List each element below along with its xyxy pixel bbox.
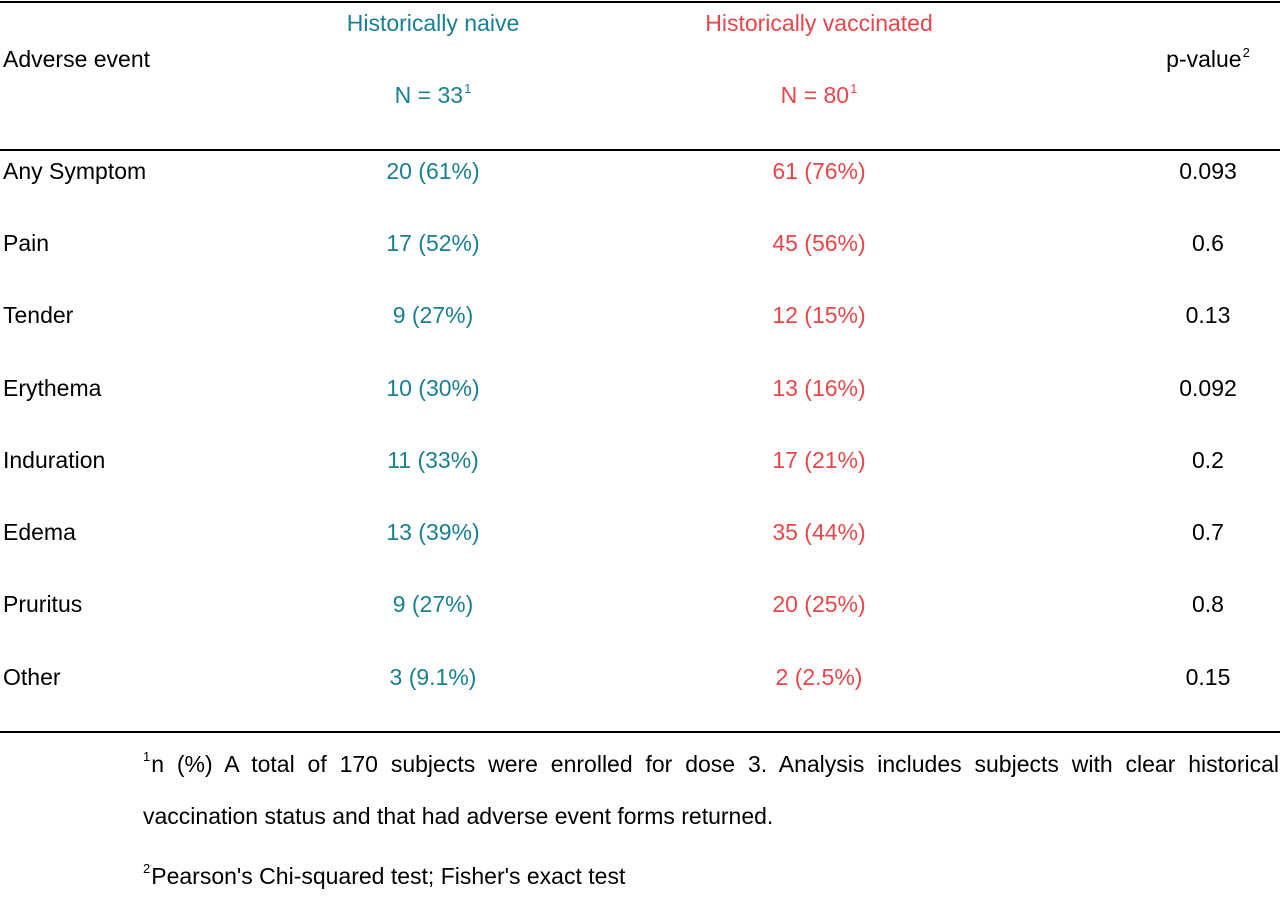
header-vaccinated-title: Historically vaccinated bbox=[669, 9, 969, 37]
header-naive-n: N = 331 bbox=[333, 81, 533, 113]
row-event: Tender bbox=[3, 302, 74, 328]
row-naive-value: 3 (9.1%) bbox=[389, 664, 477, 690]
footnote-1-marker: 1 bbox=[143, 749, 151, 764]
header-naive-n-label: N = 33 bbox=[394, 82, 464, 108]
header-pvalue-sup: 2 bbox=[1242, 45, 1250, 60]
row-pvalue: 0.093 bbox=[1179, 158, 1237, 184]
row-vaccinated-value: 45 (56%) bbox=[772, 230, 866, 256]
footnote-1-text: n (%) A total of 170 subjects were enrol… bbox=[143, 751, 1279, 829]
header-vaccinated-title-label: Historically vaccinated bbox=[705, 10, 933, 36]
row-event: Pain bbox=[3, 230, 50, 256]
row-pvalue: 0.2 bbox=[1192, 447, 1224, 473]
row-event: Erythema bbox=[3, 375, 102, 401]
header-adverse-event: Adverse event bbox=[3, 45, 150, 73]
footnote-2-text: Pearson's Chi-squared test; Fisher's exa… bbox=[151, 863, 626, 889]
footnote-2: 2Pearson's Chi-squared test; Fisher's ex… bbox=[143, 852, 1279, 904]
row-vaccinated-value: 35 (44%) bbox=[772, 519, 866, 545]
row-pvalue: 0.092 bbox=[1179, 375, 1237, 401]
header-pvalue-label: p-value bbox=[1166, 46, 1242, 72]
header-vaccinated-n: N = 801 bbox=[669, 81, 969, 113]
header-naive-title-label: Historically naive bbox=[346, 10, 520, 36]
row-naive-value: 17 (52%) bbox=[386, 230, 480, 256]
row-event: Induration bbox=[3, 447, 106, 473]
header-pvalue: p-value2 bbox=[1158, 45, 1258, 77]
row-vaccinated-value: 12 (15%) bbox=[772, 302, 866, 328]
header-naive-title: Historically naive bbox=[333, 9, 533, 37]
row-naive-value: 10 (30%) bbox=[386, 375, 480, 401]
footnote-2-marker: 2 bbox=[143, 861, 151, 876]
row-naive-value: 9 (27%) bbox=[392, 591, 474, 617]
header-naive-n-sup: 1 bbox=[464, 81, 472, 96]
footnote-1: 1n (%) A total of 170 subjects were enro… bbox=[143, 740, 1279, 841]
row-vaccinated-value: 61 (76%) bbox=[772, 158, 866, 184]
row-pvalue: 0.15 bbox=[1185, 664, 1231, 690]
row-vaccinated-value: 2 (2.5%) bbox=[775, 664, 863, 690]
row-event: Edema bbox=[3, 519, 76, 545]
row-pvalue: 0.8 bbox=[1192, 591, 1224, 617]
row-vaccinated-value: 17 (21%) bbox=[772, 447, 866, 473]
header-vaccinated-n-label: N = 80 bbox=[780, 82, 850, 108]
row-event: Other bbox=[3, 664, 61, 690]
table-top-rule bbox=[0, 1, 1280, 3]
header-bottom-rule bbox=[0, 149, 1280, 151]
row-naive-value: 9 (27%) bbox=[392, 302, 474, 328]
table-bottom-rule bbox=[0, 731, 1280, 733]
row-naive-value: 13 (39%) bbox=[386, 519, 480, 545]
row-naive-value: 20 (61%) bbox=[386, 158, 480, 184]
header-adverse-event-label: Adverse event bbox=[3, 46, 151, 72]
row-pvalue: 0.13 bbox=[1185, 302, 1231, 328]
header-vaccinated-n-sup: 1 bbox=[850, 81, 858, 96]
row-pvalue: 0.6 bbox=[1192, 230, 1224, 256]
row-vaccinated-value: 13 (16%) bbox=[772, 375, 866, 401]
row-event: Any Symptom bbox=[3, 158, 147, 184]
row-pvalue: 0.7 bbox=[1192, 519, 1224, 545]
row-vaccinated-value: 20 (25%) bbox=[772, 591, 866, 617]
row-event: Pruritus bbox=[3, 591, 83, 617]
row-naive-value: 11 (33%) bbox=[387, 447, 479, 473]
